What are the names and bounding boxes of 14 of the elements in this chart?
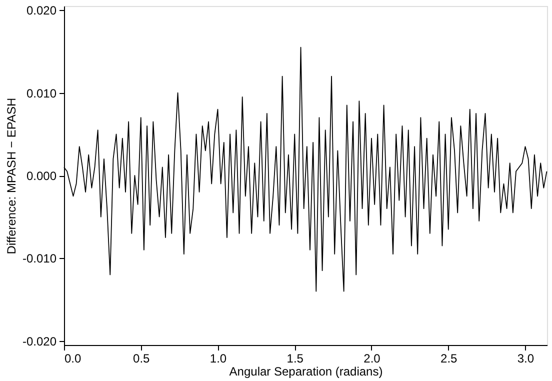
y-tick-label: 0.020 — [26, 4, 57, 18]
x-tick-label: 1.0 — [210, 352, 227, 366]
y-tick-label: -0.020 — [22, 334, 57, 348]
x-tick-label: 3.0 — [517, 352, 534, 366]
y-tick-label: -0.010 — [22, 252, 57, 266]
x-axis-title: Angular Separation (radians) — [229, 364, 383, 378]
y-axis-title: Difference: MPASH − EPASH — [4, 98, 18, 254]
x-tick-label: 2.5 — [440, 352, 458, 366]
x-tick-label: 0.0 — [64, 352, 82, 366]
y-tick-label: 0.000 — [26, 169, 57, 183]
x-tick-label: 0.5 — [133, 352, 150, 366]
y-tick-label: 0.010 — [26, 86, 57, 100]
x-tick-label: 1.5 — [286, 352, 304, 366]
x-tick-label: 2.0 — [364, 352, 381, 366]
